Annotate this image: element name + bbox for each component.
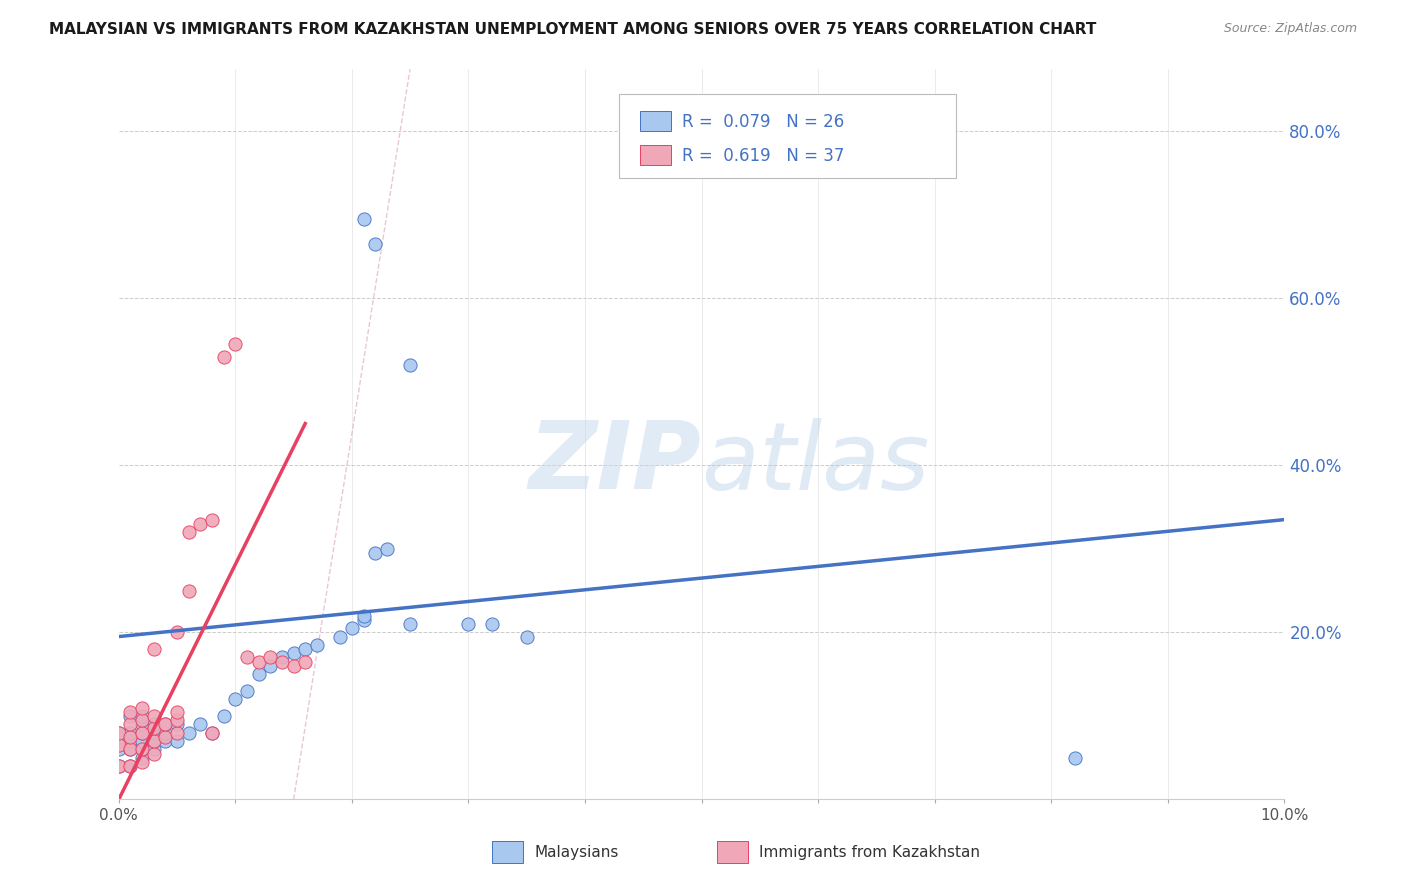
Point [166,705,188,719]
Point [247,667,270,681]
Point [1063,750,1085,764]
Point [283,658,305,673]
Point [457,617,479,632]
Point [399,358,422,372]
Point [120,759,142,773]
Text: R =  0.079   N = 26: R = 0.079 N = 26 [682,113,844,131]
Point [188,516,211,531]
Point [224,337,246,351]
Point [166,717,188,731]
Point [271,650,294,665]
Point [201,513,224,527]
Point [212,350,235,364]
Point [131,713,153,727]
Point [131,717,153,731]
Point [177,725,200,739]
Text: MALAYSIAN VS IMMIGRANTS FROM KAZAKHSTAN UNEMPLOYMENT AMONG SENIORS OVER 75 YEARS: MALAYSIAN VS IMMIGRANTS FROM KAZAKHSTAN … [49,22,1097,37]
Point [155,734,177,748]
Point [155,725,177,739]
Point [166,625,188,640]
Text: Malaysians: Malaysians [534,845,619,860]
Point [142,734,165,748]
Point [259,658,281,673]
Point [120,759,142,773]
Point [120,742,142,756]
Point [120,734,142,748]
Text: R =  0.619   N = 37: R = 0.619 N = 37 [682,147,844,165]
Point [188,717,211,731]
Point [166,734,188,748]
Point [283,646,305,660]
Point [294,642,316,657]
Text: Immigrants from Kazakhstan: Immigrants from Kazakhstan [759,845,980,860]
Point [142,725,165,739]
Point [142,734,165,748]
Text: Source: ZipAtlas.com: Source: ZipAtlas.com [1223,22,1357,36]
Point [120,717,142,731]
Point [340,621,363,635]
Point [131,750,153,764]
Point [201,725,224,739]
Point [107,742,129,756]
Point [131,742,153,756]
Point [120,705,142,719]
Point [177,525,200,540]
Point [131,700,153,714]
Point [364,236,387,251]
Point [236,650,259,665]
Point [353,211,375,226]
Point [120,725,142,739]
Point [120,709,142,723]
Point [271,655,294,669]
Point [142,742,165,756]
Point [294,655,316,669]
Point [131,734,153,748]
Point [236,684,259,698]
Point [107,759,129,773]
Point [329,630,352,644]
Point [131,725,153,739]
Point [155,730,177,744]
Point [353,608,375,623]
Point [142,722,165,736]
Point [131,742,153,756]
Point [120,742,142,756]
Point [224,692,246,706]
Point [375,541,398,556]
Point [364,546,387,560]
Point [107,725,129,739]
Point [166,725,188,739]
Point [481,617,503,632]
Point [142,709,165,723]
Point [516,630,538,644]
Point [131,725,153,739]
Point [305,638,328,652]
Point [399,617,422,632]
Point [107,738,129,752]
Point [155,717,177,731]
Point [259,650,281,665]
Point [131,709,153,723]
Point [142,642,165,657]
Point [142,717,165,731]
Text: ZIP: ZIP [529,417,702,509]
Point [107,759,129,773]
Point [155,717,177,731]
Point [212,709,235,723]
Point [166,713,188,727]
Point [142,747,165,761]
Point [120,730,142,744]
Point [201,725,224,739]
Point [177,583,200,598]
Text: atlas: atlas [702,417,929,508]
Point [353,613,375,627]
Point [107,725,129,739]
Point [247,655,270,669]
Point [131,755,153,769]
